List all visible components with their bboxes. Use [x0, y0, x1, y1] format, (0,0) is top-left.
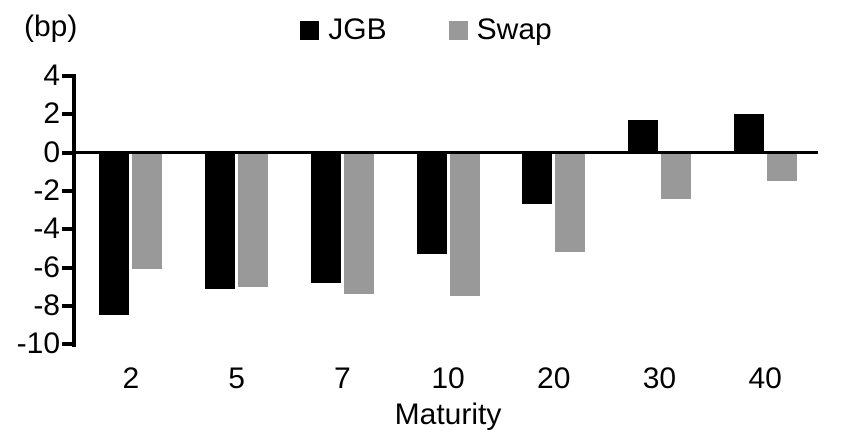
y-axis-tick-mark	[62, 73, 72, 78]
bar-swap-30	[660, 152, 691, 199]
zero-baseline	[72, 151, 818, 154]
x-axis-tick-label: 20	[537, 362, 571, 395]
y-axis-tick-label: 4	[43, 58, 60, 92]
bar-swap-20	[555, 152, 586, 253]
y-axis-tick-mark	[62, 188, 72, 193]
legend-item-swap: Swap	[448, 13, 552, 47]
x-axis-tick-label: 40	[748, 362, 782, 395]
y-axis-tick-mark	[62, 342, 72, 347]
x-axis-tick-label: 5	[228, 362, 245, 395]
x-axis-tick-label: 7	[333, 362, 351, 395]
y-axis-tick-label: -6	[33, 250, 60, 284]
bar-swap-5	[238, 152, 269, 287]
legend-swatch-jgb-icon	[300, 20, 320, 40]
bar-swap-7	[343, 152, 374, 295]
bar-jgb-40	[733, 114, 764, 153]
y-axis-tick-mark	[62, 303, 72, 308]
bar-jgb-20	[522, 152, 553, 205]
legend-swatch-swap-icon	[448, 20, 468, 40]
x-axis-title: Maturity	[394, 398, 502, 431]
y-axis-unit-label: (bp)	[24, 10, 78, 43]
bar-jgb-5	[205, 152, 236, 289]
y-axis-tick-label: 2	[43, 97, 60, 131]
x-axis-tick-label: 2	[122, 362, 140, 395]
y-axis-tick-label: -8	[33, 288, 60, 322]
bar-swap-10	[449, 152, 480, 297]
y-axis-line	[72, 74, 76, 347]
legend-label-swap: Swap	[476, 13, 552, 46]
bar-swap-2	[132, 152, 163, 270]
bar-swap-40	[766, 152, 797, 182]
legend: JGB Swap	[0, 13, 852, 47]
y-axis-tick-mark	[62, 265, 72, 270]
y-axis-tick-label: -4	[33, 212, 60, 246]
bar-jgb-30	[627, 119, 658, 153]
bar-jgb-10	[416, 152, 447, 255]
y-axis-tick-label: -10	[16, 327, 60, 361]
bar-jgb-7	[310, 152, 341, 283]
y-axis-tick-label: 0	[43, 135, 60, 169]
x-axis-tick-label: 30	[642, 362, 677, 395]
y-axis-tick-label: -2	[33, 173, 60, 207]
legend-label-jgb: JGB	[328, 13, 387, 46]
y-axis-tick-mark	[62, 150, 72, 155]
y-axis-tick-mark	[62, 112, 72, 117]
y-axis-tick-mark	[62, 227, 72, 232]
x-axis-tick-label: 10	[431, 362, 465, 395]
legend-item-jgb: JGB	[300, 13, 387, 47]
bar-jgb-2	[99, 152, 130, 316]
